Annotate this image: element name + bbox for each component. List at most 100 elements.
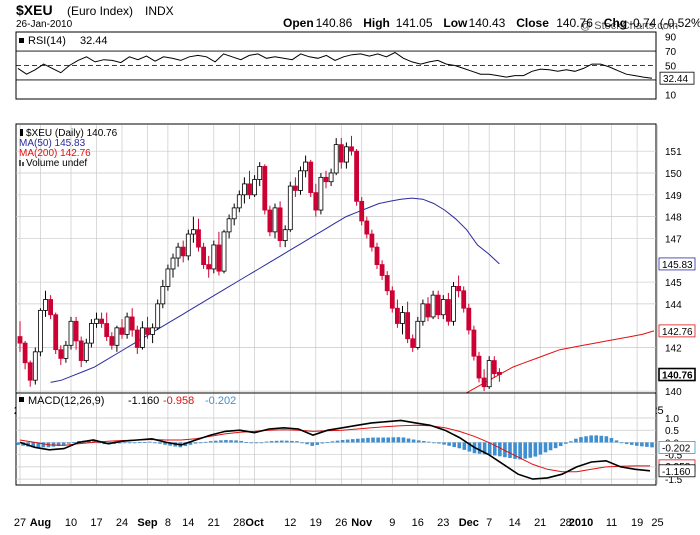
macd-histogram-bar — [153, 442, 157, 444]
macd-histogram-bar — [604, 436, 609, 443]
candle-body — [99, 318, 104, 324]
macd-histogram-bar — [335, 440, 340, 443]
macd-histogram-bar — [508, 442, 512, 459]
price-tick-label: 145 — [665, 278, 682, 289]
candle-body — [139, 327, 145, 348]
chart-header: $XEU (Euro Index) INDX 26-Jan-2010 @ Sto… — [16, 2, 700, 32]
macd-histogram-bar — [391, 437, 396, 443]
candle-body — [89, 323, 94, 344]
macd-histogram-bar — [137, 442, 142, 444]
macd-histogram-bar — [264, 441, 269, 443]
macd-histogram-bar — [452, 442, 456, 448]
candle-body — [63, 344, 69, 359]
macd-histogram-bar — [41, 442, 46, 448]
date-tick-label: 28 — [560, 517, 572, 529]
candle-body — [78, 340, 84, 361]
candle-body — [394, 307, 400, 324]
candle-body — [303, 161, 309, 172]
macd-histogram-bar — [406, 438, 411, 443]
price-tag — [658, 257, 696, 271]
candle-body — [247, 183, 252, 196]
macd-histogram-bar — [548, 442, 553, 451]
candle-body — [216, 244, 222, 272]
macd-histogram-bar — [437, 442, 441, 444]
price-tick-label: 144 — [665, 300, 682, 311]
macd-histogram-bar — [350, 439, 355, 443]
candle-body — [32, 351, 38, 381]
macd-histogram-bar — [421, 441, 426, 443]
volume-icon — [19, 160, 21, 166]
candle-body — [415, 320, 421, 348]
candle-body — [83, 342, 89, 361]
candle-body — [425, 303, 431, 318]
ma50-line — [50, 197, 500, 383]
macd-histogram-bar — [229, 440, 233, 443]
date-tick-label: 12 — [284, 517, 296, 529]
macd-histogram-bar — [518, 442, 522, 460]
candle-body — [252, 179, 258, 196]
quote-label: Low — [443, 16, 468, 30]
macd-histogram-bar — [249, 442, 254, 444]
candle-body — [155, 303, 161, 329]
rsi-tick-label: 50 — [665, 62, 677, 73]
price-tag-label: 140.76 — [662, 371, 693, 382]
candle-body — [221, 231, 227, 272]
macd-histogram-bar — [569, 441, 573, 443]
macd-tick-label: -1.5 — [665, 475, 683, 486]
macd-histogram-bar — [650, 442, 654, 448]
date-tick-label: 7 — [486, 517, 492, 529]
candle-body — [379, 264, 385, 276]
candle-body — [313, 192, 319, 211]
price-tick-label: 150 — [665, 169, 682, 180]
candle-body — [206, 264, 212, 270]
candle-body — [17, 336, 23, 344]
candle-body — [272, 207, 278, 233]
macd-legend-label: MACD(12,26,9) — [28, 395, 104, 407]
macd-histogram-bar — [589, 435, 593, 443]
candle-body — [420, 303, 426, 322]
candle-body — [456, 286, 462, 292]
watermark: @ StockCharts.com — [580, 20, 678, 32]
candle-body — [410, 338, 416, 348]
macd-histogram-bar — [97, 442, 101, 444]
macd-histogram-bar — [411, 439, 416, 443]
date-axis-bottom: 27 Aug 10 17 24 Sep 8 14 21 28 Oct 12 19 26 Nov 9 16 23 De… — [14, 517, 664, 529]
date-tick-label: Oct — [245, 517, 264, 529]
macd-line — [19, 419, 651, 480]
macd-histogram-bar — [447, 442, 451, 446]
macd-histogram-bar — [61, 442, 66, 446]
date-tick-label: 16 — [412, 517, 424, 529]
price-axis: 151 150 149 148 147 145 144 142 140 145.83 142.76 1… — [658, 147, 696, 398]
macd-histogram-bar — [198, 442, 203, 444]
candle-body — [323, 176, 329, 183]
symbol-title: $XEU — [16, 2, 53, 18]
macd-histogram-bar — [36, 442, 41, 448]
exchange-label: INDX — [145, 4, 174, 18]
candle-body — [150, 327, 156, 335]
rsi-value-tag-label: 32.44 — [663, 74, 688, 85]
candle-body — [486, 360, 492, 388]
candle-body — [466, 307, 472, 331]
candle-body — [109, 336, 115, 346]
date-tick-label: 2010 — [569, 517, 593, 529]
macd-histogram-bar — [609, 438, 614, 443]
macd-tick-label: -0.5 — [665, 451, 683, 462]
price-tag — [658, 367, 696, 382]
rsi-tick-label: 70 — [665, 47, 677, 58]
candle-body — [338, 144, 344, 163]
macd-histogram-bar — [386, 437, 391, 443]
macd-histogram-bar — [320, 442, 325, 444]
macd-histogram-bar — [163, 442, 167, 445]
macd-histogram-bar — [269, 441, 274, 443]
candle-body — [134, 329, 140, 348]
macd-histogram-bar — [56, 442, 61, 447]
date-tick-label: 21 — [534, 517, 546, 529]
price-tick-label: 142 — [665, 343, 682, 354]
price-legend-entry: $XEU (Daily) 140.76 — [26, 128, 118, 139]
macd-histogram-bar — [427, 441, 431, 443]
quote-label: Chg — [604, 16, 627, 30]
quote-label: High — [363, 16, 390, 30]
candle-body — [185, 233, 191, 257]
